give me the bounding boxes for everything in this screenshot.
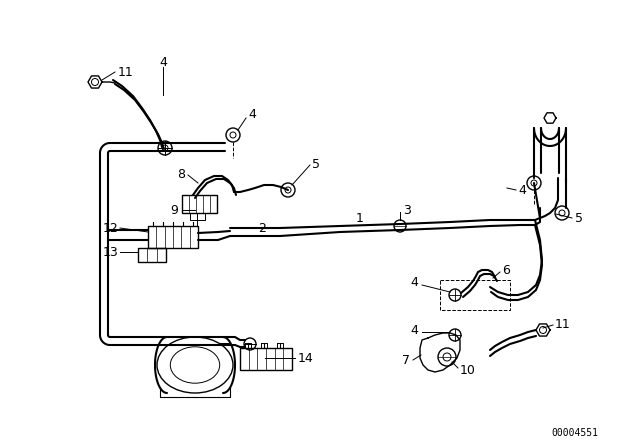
Text: 4: 4 bbox=[410, 276, 418, 289]
Text: 13: 13 bbox=[102, 246, 118, 258]
Text: 00004551: 00004551 bbox=[551, 428, 598, 438]
Text: 6: 6 bbox=[502, 263, 510, 276]
Bar bbox=[240, 348, 292, 370]
Text: 4: 4 bbox=[248, 108, 256, 121]
Bar bbox=[138, 248, 166, 262]
Text: 9: 9 bbox=[170, 203, 178, 216]
Text: 4: 4 bbox=[159, 56, 167, 69]
Text: 5: 5 bbox=[575, 211, 583, 224]
Text: 1: 1 bbox=[356, 211, 364, 224]
Text: 14: 14 bbox=[298, 352, 314, 365]
Text: 10: 10 bbox=[460, 363, 476, 376]
Bar bbox=[182, 195, 217, 213]
Text: 5: 5 bbox=[312, 159, 320, 172]
Text: 7: 7 bbox=[402, 353, 410, 366]
Bar bbox=[148, 226, 198, 248]
Text: 8: 8 bbox=[177, 168, 185, 181]
Text: 12: 12 bbox=[102, 221, 118, 234]
Text: 4: 4 bbox=[410, 323, 418, 336]
Text: 11: 11 bbox=[118, 65, 134, 78]
Text: 4: 4 bbox=[518, 184, 526, 197]
Text: 3: 3 bbox=[403, 203, 411, 216]
Text: 11: 11 bbox=[555, 319, 571, 332]
Text: 2: 2 bbox=[258, 221, 266, 234]
